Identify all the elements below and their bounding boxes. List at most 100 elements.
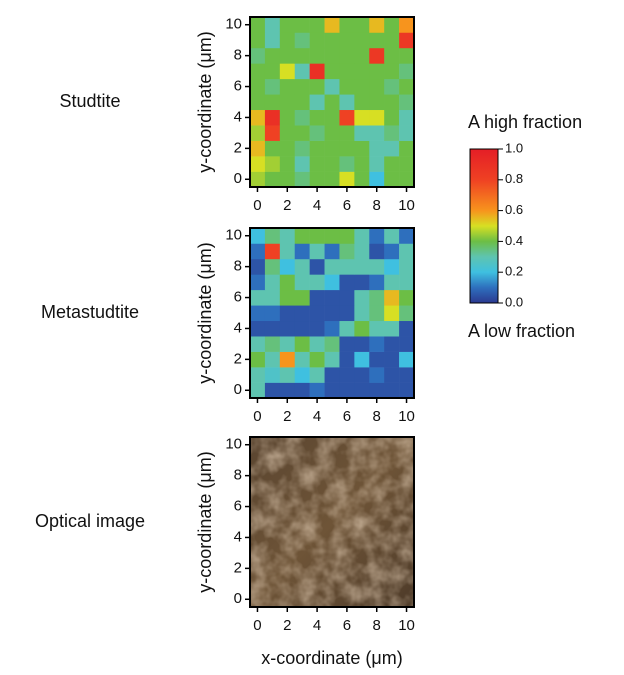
heatmap-cell: [309, 156, 325, 172]
heatmap-cell: [354, 320, 370, 337]
heatmap-cell: [279, 94, 296, 111]
heatmap-cell: [339, 228, 355, 244]
panel-label: Metastudtite: [41, 302, 139, 322]
y-tick-label: 0: [234, 590, 242, 607]
y-tick-label: 6: [234, 78, 242, 95]
y-axis-label: y-coordinate (μm): [195, 242, 215, 383]
heatmap-cell: [250, 367, 266, 383]
colorbar-low-label: A low fraction: [468, 321, 575, 341]
heatmap-cell: [294, 228, 310, 244]
plot-frame: [249, 16, 415, 188]
x-axis-label: x-coordinate (μm): [261, 648, 402, 668]
heatmap-cell: [354, 228, 370, 244]
heatmap-cell: [250, 63, 266, 80]
heatmap-cell: [294, 156, 310, 172]
heatmap-cell: [324, 63, 340, 80]
x-tick-label: 6: [343, 197, 351, 214]
heatmap-cell: [250, 140, 266, 157]
heatmap-cell: [264, 94, 281, 111]
heatmap-cell: [369, 336, 385, 352]
heatmap-cell: [339, 274, 355, 291]
colorbar-tick-label: 0.4: [505, 233, 523, 248]
heatmap-cell: [294, 320, 310, 337]
heatmap-cell: [369, 94, 385, 111]
heatmap-cell: [399, 305, 415, 322]
heatmap-cell: [354, 47, 370, 64]
y-tick-label: 0: [234, 170, 242, 187]
heatmap-cell: [384, 32, 400, 49]
heatmap-cell: [324, 78, 340, 95]
heatmap-cell: [250, 17, 266, 33]
heatmap-cell: [309, 140, 325, 157]
heatmap-cell: [384, 109, 400, 126]
heatmap-cell: [294, 351, 310, 368]
heatmap-cell: [369, 78, 385, 95]
heatmap-cell: [354, 171, 370, 188]
heatmap-cell: [279, 17, 296, 33]
heatmap-cell: [339, 94, 355, 111]
y-tick-label: 0: [234, 381, 242, 398]
heatmap-cell: [309, 258, 325, 275]
heatmap-cell: [309, 336, 325, 352]
heatmap-cell: [354, 125, 370, 141]
heatmap-cell: [384, 94, 400, 111]
heatmap-cell: [324, 17, 340, 33]
y-tick-label: 2: [234, 559, 242, 576]
heatmap-cell: [399, 258, 415, 275]
heatmap-cell: [324, 125, 340, 141]
heatmap-cell: [250, 47, 266, 64]
heatmap-cell: [309, 274, 325, 291]
heatmap-cell: [279, 320, 296, 337]
heatmap-cell: [264, 78, 281, 95]
heatmap-cell: [354, 305, 370, 322]
heatmap-cell: [354, 17, 370, 33]
heatmap-cell: [354, 32, 370, 49]
x-tick-label: 0: [253, 617, 261, 634]
heatmap-cell: [399, 382, 415, 399]
heatmap-cell: [399, 32, 415, 49]
heatmap-cell: [354, 382, 370, 399]
heatmap-cell: [369, 32, 385, 49]
heatmap-cell: [264, 336, 281, 352]
heatmap-cell: [339, 140, 355, 157]
heatmap-cell: [264, 320, 281, 337]
heatmap-cell: [264, 156, 281, 172]
heatmap-cell: [324, 336, 340, 352]
heatmap-cell: [264, 32, 281, 49]
x-tick-label: 4: [313, 408, 321, 425]
heatmap-cell: [324, 47, 340, 64]
heatmap-cell: [339, 336, 355, 352]
heatmap-cell: [279, 289, 296, 306]
heatmap-cell: [279, 109, 296, 126]
heatmap-cell: [354, 140, 370, 157]
heatmap-cell: [294, 47, 310, 64]
y-tick-label: 4: [234, 108, 242, 125]
heatmap-cell: [339, 32, 355, 49]
heatmap-cell: [354, 63, 370, 80]
heatmap-cell: [339, 351, 355, 368]
heatmap-cell: [250, 171, 266, 188]
heatmap-cell: [354, 109, 370, 126]
heatmap-cell: [384, 336, 400, 352]
heatmap-cell: [250, 32, 266, 49]
heatmap-cell: [399, 63, 415, 80]
heatmap-cell: [279, 171, 296, 188]
heatmap-cell: [354, 156, 370, 172]
colorbar-tick-label: 1.0: [505, 140, 523, 155]
heatmap-cell: [369, 289, 385, 306]
heatmap-cell: [279, 140, 296, 157]
heatmap-cell: [294, 140, 310, 157]
heatmap-cell: [309, 32, 325, 49]
heatmap-cell: [399, 289, 415, 306]
heatmap-cell: [324, 289, 340, 306]
heatmap-cell: [294, 336, 310, 352]
x-tick-label: 4: [313, 617, 321, 634]
heatmap-cell: [264, 125, 281, 141]
heatmap-cell: [264, 17, 281, 33]
heatmap-cell: [399, 109, 415, 126]
heatmap-cell: [354, 289, 370, 306]
heatmap-cell: [399, 171, 415, 188]
heatmap-cell: [324, 305, 340, 322]
y-tick-label: 6: [234, 498, 242, 515]
heatmap-cell: [309, 320, 325, 337]
